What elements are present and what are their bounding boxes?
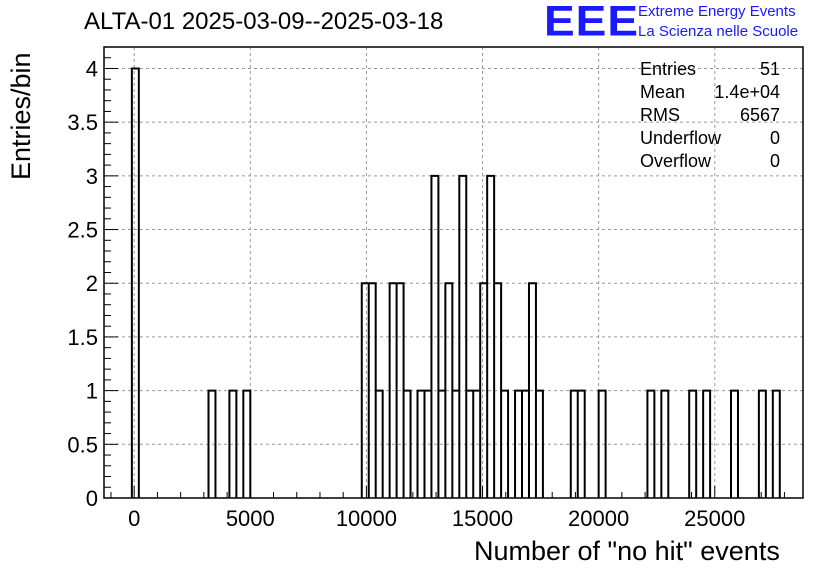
stats-value: 1.4e+04 <box>714 82 780 102</box>
stats-label: Underflow <box>640 128 722 148</box>
eee-logo-line1: Extreme Energy Events <box>638 3 796 20</box>
stats-label: Mean <box>640 82 686 102</box>
stats-label: RMS <box>640 105 680 125</box>
y-tick-label: 1.5 <box>67 325 98 350</box>
eee-logo-mark: EEE <box>544 0 640 45</box>
stats-value: 6567 <box>739 105 780 125</box>
stats-value: 51 <box>759 59 780 79</box>
stats-box: Entries 51 Mean 1.4e+04 RMS 6567 Underfl… <box>640 58 780 173</box>
stats-row-overflow: Overflow 0 <box>640 150 780 173</box>
stats-row-underflow: Underflow 0 <box>640 127 780 150</box>
x-tick-label: 25000 <box>684 506 745 531</box>
y-tick-label: 0.5 <box>67 432 98 457</box>
stats-row-mean: Mean 1.4e+04 <box>640 81 780 104</box>
stats-row-rms: RMS 6567 <box>640 104 780 127</box>
x-axis-ticks: 0 5000 10000 15000 20000 25000 <box>110 486 785 531</box>
stats-label: Overflow <box>640 151 712 171</box>
y-tick-label: 2.5 <box>67 218 98 243</box>
x-tick-label: 10000 <box>336 506 397 531</box>
x-tick-label: 5000 <box>226 506 275 531</box>
stats-row-entries: Entries 51 <box>640 58 780 81</box>
chart-title: ALTA-01 2025-03-09--2025-03-18 <box>84 8 444 35</box>
stats-label: Entries <box>640 59 697 79</box>
x-tick-label: 0 <box>128 506 140 531</box>
y-tick-label: 1 <box>86 379 98 404</box>
stats-value: 0 <box>769 128 780 148</box>
y-tick-label: 2 <box>86 271 98 296</box>
x-tick-label: 15000 <box>452 506 513 531</box>
x-tick-label: 20000 <box>568 506 629 531</box>
y-axis-label: Entries/bin <box>6 52 36 180</box>
x-axis-label: Number of "no hit" events <box>474 536 780 566</box>
y-tick-label: 3.5 <box>67 110 98 135</box>
grid-lines <box>104 47 803 498</box>
y-tick-label: 3 <box>86 164 98 189</box>
eee-logo-line2: La Scienza nelle Scuole <box>638 23 799 40</box>
y-tick-label: 0 <box>86 486 98 511</box>
y-tick-label: 4 <box>86 56 98 81</box>
histogram-outline <box>130 67 781 498</box>
eee-logo: EEE Extreme Energy Events La Scienza nel… <box>542 0 832 45</box>
y-axis-ticks: 0 0.5 1 1.5 2 2.5 3 3.5 4 <box>67 46 118 511</box>
stats-value: 0 <box>769 151 780 171</box>
